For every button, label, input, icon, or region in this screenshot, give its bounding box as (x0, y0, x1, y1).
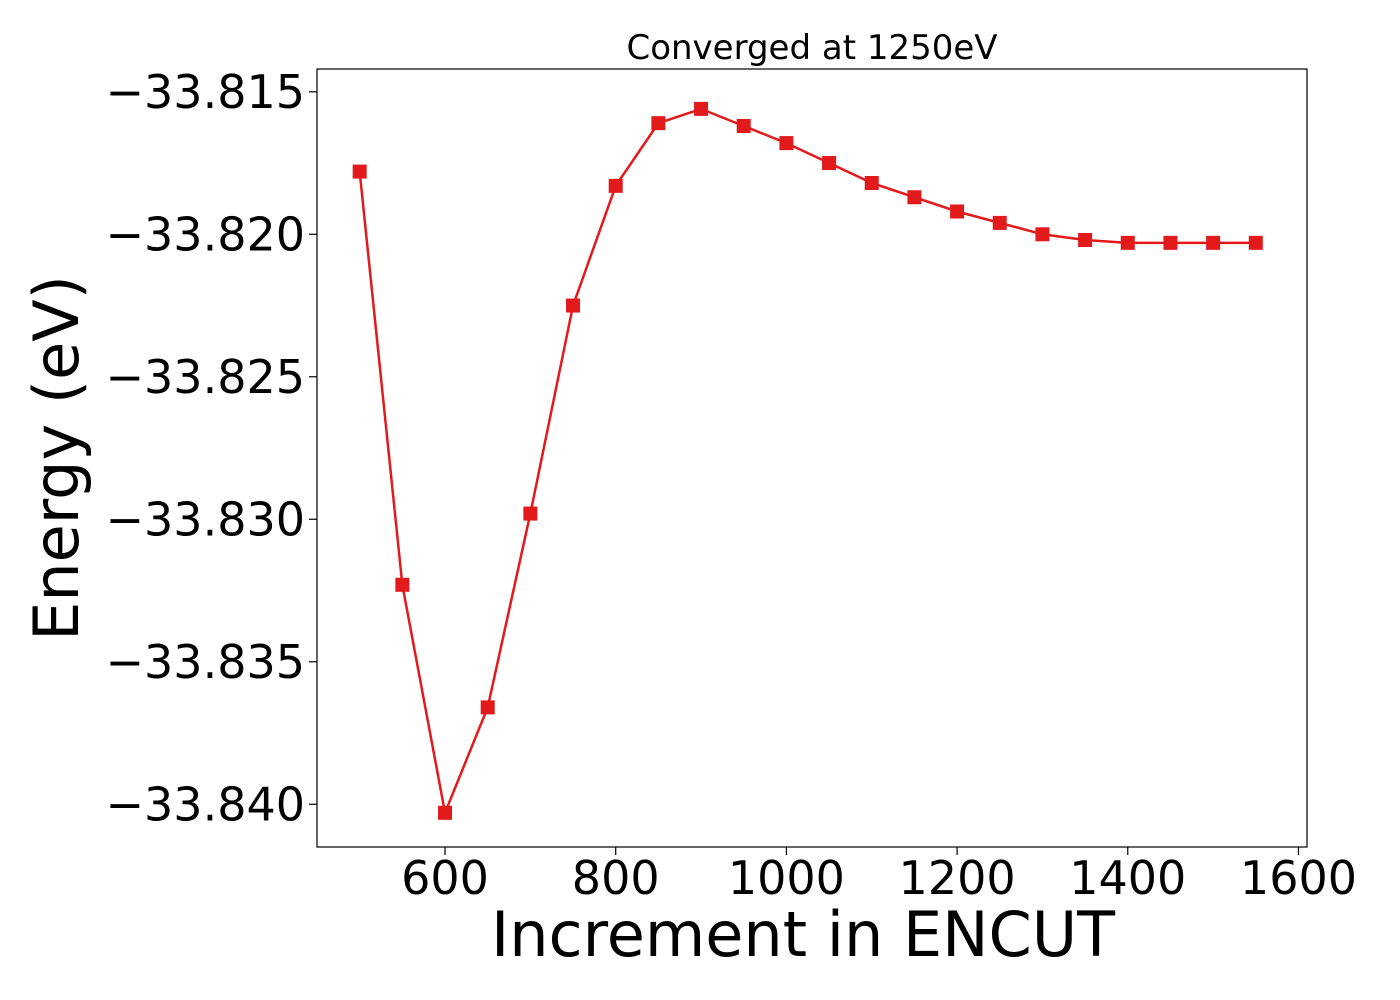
y-axis: −33.815 −33.820 −33.825 −33.830 −33.835 −33.8… (106, 65, 317, 831)
y-tick-label: −33.830 (106, 492, 306, 546)
x-tick-label: 1400 (1069, 851, 1186, 905)
x-tick-label: 600 (401, 851, 489, 905)
data-point (950, 204, 965, 219)
x-tick-label: 800 (572, 851, 660, 905)
data-point (694, 101, 709, 116)
x-tick-label: 1000 (728, 851, 845, 905)
plot-frame (316, 68, 1308, 848)
data-point (523, 506, 538, 521)
data-point (907, 190, 922, 205)
data-point (1035, 227, 1050, 242)
series-markers (352, 101, 1263, 820)
data-point (992, 215, 1007, 230)
y-axis-label: Energy (eV) (20, 275, 93, 641)
x-axis: 600 800 1000 1200 1400 1600 (401, 847, 1357, 905)
data-point (480, 700, 495, 715)
x-tick-label: 1600 (1240, 851, 1357, 905)
data-point (1163, 235, 1178, 250)
data-point (651, 116, 666, 131)
y-tick-label: −33.840 (106, 777, 306, 831)
data-point (1248, 235, 1263, 250)
y-tick-label: −33.835 (106, 635, 306, 689)
data-point (779, 136, 794, 151)
data-point (1078, 232, 1093, 247)
data-point (395, 577, 410, 592)
data-point (1120, 235, 1135, 250)
y-tick-label: −33.820 (106, 207, 306, 261)
chart-title: Converged at 1250eV (626, 28, 997, 68)
x-tick-label: 1200 (899, 851, 1016, 905)
data-point (822, 156, 837, 171)
data-point (736, 118, 751, 133)
data-point (1206, 235, 1221, 250)
data-point (438, 805, 453, 820)
y-tick-label: −33.815 (106, 65, 306, 119)
data-point (566, 298, 581, 313)
data-point (608, 178, 623, 193)
x-axis-label: Increment in ENCUT (491, 898, 1116, 971)
data-point (864, 175, 879, 190)
data-point (352, 164, 367, 179)
y-tick-label: −33.825 (106, 350, 306, 404)
series-line (358, 107, 1256, 818)
